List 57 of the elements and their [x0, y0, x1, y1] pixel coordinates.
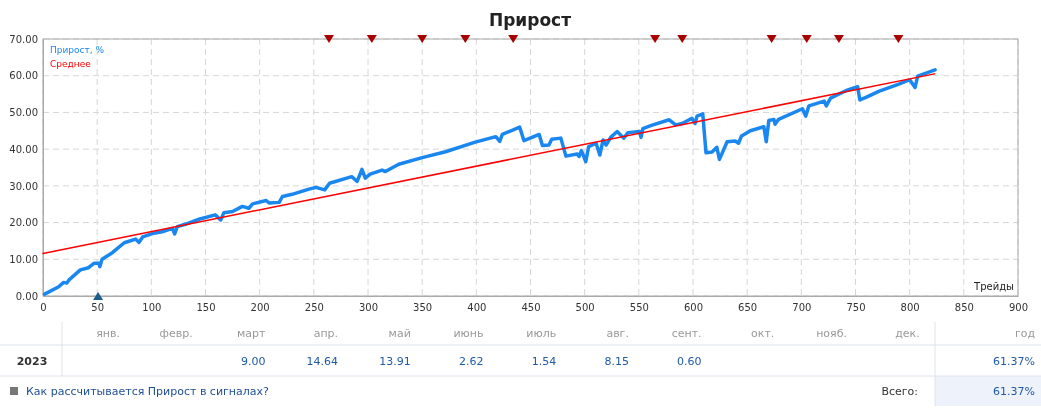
line-series: [42, 68, 937, 296]
chart-title: Прирост: [488, 10, 572, 30]
x-tick-label: 550: [629, 302, 649, 314]
text: 1.54: [531, 355, 557, 368]
text: дек.: [895, 327, 920, 340]
text: нояб.: [816, 327, 847, 340]
x-tick-label: 150: [196, 302, 216, 314]
text: янв.: [96, 327, 120, 340]
text: 61.37%: [993, 385, 1035, 398]
text: Всего:: [881, 385, 918, 398]
x-tick-label: 700: [792, 302, 812, 314]
text: год: [1014, 327, 1036, 340]
text: сент.: [671, 327, 702, 340]
text: 2.62: [459, 355, 484, 368]
text: 8.15: [604, 355, 629, 368]
text: 2023: [16, 355, 48, 368]
text: 61.37%: [993, 355, 1035, 368]
x-tick-label: 800: [900, 302, 920, 314]
x-tick-label: 850: [954, 302, 974, 314]
x-tick-label: 200: [250, 302, 270, 314]
text: июль: [526, 327, 557, 340]
y-tick-label: 20.00: [9, 217, 38, 229]
y-tick-label: 50.00: [9, 107, 38, 119]
x-tick-label: 450: [521, 302, 541, 314]
text: Прирост, %: [50, 45, 105, 55]
text: 13.91: [379, 355, 411, 368]
x-tick-label: 300: [358, 302, 379, 314]
text: Среднее: [50, 59, 92, 69]
x-tick-label: 400: [467, 302, 487, 314]
text: март: [236, 327, 266, 340]
text: апр.: [313, 327, 339, 340]
text: 14.64: [306, 355, 339, 368]
x-tick-label: 500: [575, 302, 595, 314]
text: 9.00: [240, 355, 266, 368]
text: авг.: [606, 327, 629, 340]
text: Как рассчитывается Прирост в сигналах?: [26, 385, 270, 398]
text: июнь: [453, 327, 484, 340]
y-tick-label: 0.00: [15, 290, 38, 302]
y-tick-label: 60.00: [9, 70, 38, 82]
x-tick-label: 100: [142, 302, 162, 314]
text: 0.60: [677, 355, 702, 368]
x-tick-label: 250: [304, 302, 324, 314]
x-tick-label: 600: [683, 302, 704, 314]
x-tick-label: 50: [91, 302, 105, 314]
text: февр.: [159, 327, 193, 340]
x-tick-label: 750: [846, 302, 866, 314]
x-tick-label: 900: [1008, 302, 1029, 314]
x-tick-label: 350: [413, 302, 433, 314]
text: май: [388, 327, 411, 340]
y-tick-label: 30.00: [9, 180, 38, 192]
y-tick-label: 70.00: [9, 33, 38, 45]
text: окт.: [751, 327, 775, 340]
x-tick-label: 650: [738, 302, 758, 314]
y-tick-label: 40.00: [9, 143, 38, 155]
x-axis-title: Трейды: [973, 281, 1014, 292]
y-tick-label: 10.00: [9, 253, 38, 265]
x-tick-label: 0: [40, 302, 47, 314]
